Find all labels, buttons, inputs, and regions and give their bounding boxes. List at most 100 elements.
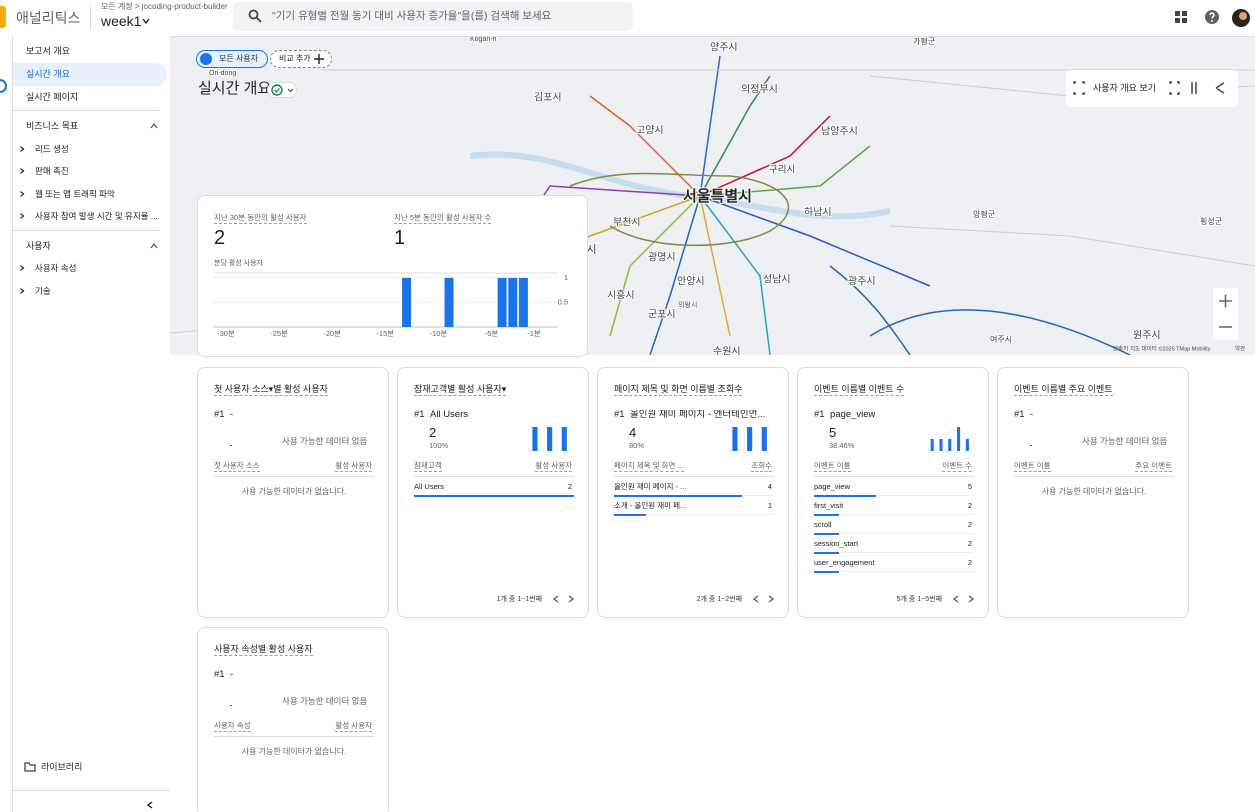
sidebar: 보고서 개요 실시간 개요 실시간 페이지 비즈니스 목표 리드 생성 판매 촉진 웹 또는… <box>13 36 170 812</box>
placeholder-dash <box>1030 445 1032 446</box>
avatar[interactable] <box>1231 8 1251 28</box>
library-link: 라이브러리 <box>41 761 83 772</box>
report-card: 사용자 속성별 활성 사용자 #1- 사용 가능한 데이터 없음 사용자 속성 활성 사… <box>197 627 389 812</box>
map-label: 군포시 <box>648 309 676 321</box>
row-value: 1 <box>767 501 772 511</box>
segment-label: 모든 사용자 <box>219 54 259 63</box>
chevron <box>952 595 959 603</box>
report-card: 잠재고객별 활성 사용자▾ #1 All Users 2 100% 잠재고객 활성 사용자 A… <box>397 367 589 618</box>
row-value: 2 <box>967 501 972 511</box>
divider <box>13 230 159 231</box>
column-header: 잠재고객 <box>414 461 442 472</box>
top-value: 5 <box>829 424 837 440</box>
map-label: 의정부시 <box>741 84 778 96</box>
view-user-link: 사용자 개요 보기 <box>1093 82 1156 93</box>
map-label: 횡성군 <box>1200 216 1222 226</box>
row-name: All Users <box>414 482 445 492</box>
top-percent: 100% <box>429 441 449 451</box>
top-name: - <box>230 670 234 680</box>
chevron <box>768 595 775 603</box>
property-name: week1 <box>101 13 142 29</box>
map-label: 김포시 <box>534 92 562 104</box>
row-name: session_start <box>814 539 859 549</box>
search-placeholder: "기기 유형별 전월 동기 대비 사용자 증가율"을(를) 검색해 보세요 <box>272 9 552 22</box>
map-label: 남양주시 <box>821 126 858 138</box>
spark-bar <box>965 439 969 451</box>
row-name: 소개 - 올인원 재미 페... <box>614 501 687 511</box>
column-header: 이벤트 이름 <box>1014 461 1051 472</box>
top-name: 올인원 재미 페이지 - 엔터테인먼... <box>630 410 766 420</box>
row-value: 2 <box>967 539 972 549</box>
row-bar <box>814 495 876 497</box>
spark-bar <box>732 427 738 451</box>
row-bar <box>814 514 839 516</box>
column-header: 활성 사용자 <box>335 461 372 472</box>
rail-icon <box>0 79 7 93</box>
rank: #1 <box>414 409 425 421</box>
empty-table: 사용 가능한 데이터가 없습니다. <box>241 487 347 496</box>
segment-chip[interactable]: 모든 사용자 <box>196 50 268 68</box>
help-icon[interactable] <box>1204 9 1220 25</box>
header-line <box>814 476 974 477</box>
chevron <box>150 122 158 129</box>
panel-icons <box>1073 81 1225 95</box>
section-title: 비즈니스 목표 <box>26 120 79 131</box>
pagination: 5개 중 1~5번째 <box>896 595 942 603</box>
rank: #1 <box>214 669 225 681</box>
row-line <box>414 495 574 496</box>
header-line <box>214 736 374 737</box>
chevron-icon <box>20 265 25 271</box>
apps-icon[interactable] <box>1174 10 1188 24</box>
chevron-icon <box>768 595 775 603</box>
map-label: 구리시 <box>769 165 795 176</box>
empty-note: 사용 가능한 데이터 없음 <box>1082 435 1168 446</box>
report-card: 페이지 제목 및 화면 이름별 조회수 #1 올인원 재미 페이지 - 엔터테인먼.… <box>597 367 789 618</box>
row-bar <box>814 533 839 535</box>
card-title: 잠재고객별 활성 사용자▾ <box>414 383 507 396</box>
map-label: 광명시 <box>648 252 676 264</box>
rank: #1 <box>814 409 825 421</box>
plus-icon <box>314 54 324 64</box>
chevron-icon <box>20 146 25 152</box>
row-line <box>814 533 974 534</box>
pagination: 1개 중 1~1번째 <box>496 595 542 603</box>
search-box[interactable] <box>233 2 633 31</box>
map-label: 서울특별시 <box>683 187 752 205</box>
map-label: 가평군 <box>913 36 935 46</box>
chevron <box>20 191 25 197</box>
chevron <box>568 595 575 603</box>
row-value: 4 <box>767 482 772 492</box>
empty-table: 사용 가능한 데이터가 없습니다. <box>1041 487 1147 496</box>
zoom-icons <box>1219 294 1232 328</box>
card-title: 첫 사용자 소스▾별 활성 사용자 <box>214 383 328 396</box>
compare-chip[interactable]: 비교 추가 <box>270 50 332 68</box>
row-name: page_view <box>814 482 850 492</box>
top-name: All Users <box>430 410 469 420</box>
top-value: 4 <box>629 424 637 440</box>
row-name: user_engagement <box>814 558 875 568</box>
chevron <box>752 595 759 603</box>
column-header: 조회수 <box>751 461 772 472</box>
view-panel[interactable]: 사용자 개요 보기 <box>1066 70 1238 107</box>
chevron <box>20 146 25 152</box>
row-name: 올인원 재미 페이지 - ... <box>614 482 687 492</box>
spark-bar <box>547 427 553 451</box>
nav-item: 보고서 개요 <box>26 45 70 56</box>
divider <box>90 6 91 30</box>
map-label: 고양시 <box>636 125 664 137</box>
spark-bar <box>930 439 934 451</box>
sparkline <box>532 427 567 451</box>
map-label: 양평군 <box>973 209 995 219</box>
map-label: 안양시 <box>677 276 705 288</box>
logo <box>0 6 6 28</box>
row-name: first_visit <box>814 501 844 511</box>
column-header: 첫 사용자 소스 <box>214 461 260 472</box>
card-title: 사용자 속성별 활성 사용자 <box>214 643 313 656</box>
divider <box>13 110 159 111</box>
report-card: 이벤트 이름별 이벤트 수 #1 page_view 5 38.46% 이벤트 이름 이벤트… <box>797 367 989 618</box>
chevron-icon <box>968 595 975 603</box>
empty-note: 사용 가능한 데이터 없음 <box>282 435 368 446</box>
folder-icon <box>24 762 36 772</box>
